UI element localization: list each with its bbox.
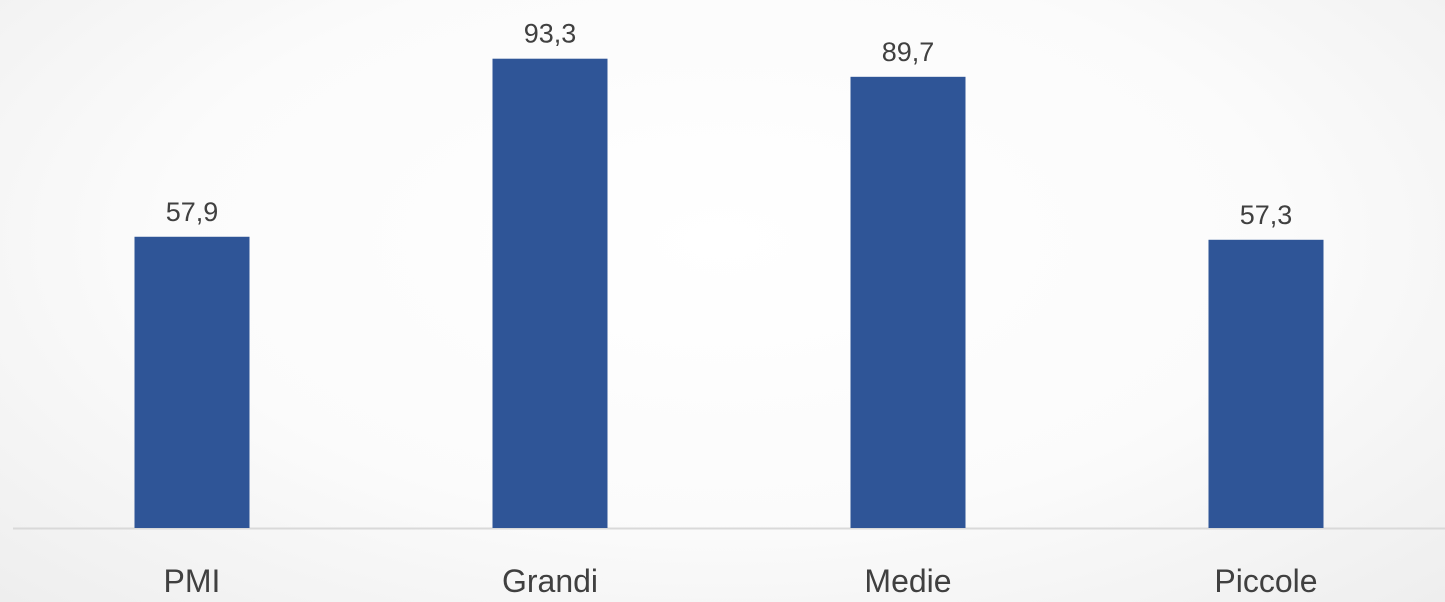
bar-value-label: 93,3 (524, 19, 577, 49)
category-label: Piccole (1214, 563, 1317, 599)
bar-grandi (492, 58, 608, 529)
value-labels-group: 57,9 93,3 89,7 57,3 (166, 19, 1293, 230)
category-label: PMI (164, 563, 221, 599)
bar-value-label: 57,3 (1240, 200, 1293, 230)
bar-value-label: 89,7 (882, 37, 935, 67)
bar-medie (850, 76, 966, 529)
category-label: Grandi (502, 563, 598, 599)
category-labels-group: PMI Grandi Medie Piccole (164, 563, 1318, 599)
category-label: Medie (864, 563, 951, 599)
bar-value-label: 57,9 (166, 197, 219, 227)
bar-pmi (134, 236, 250, 528)
bars-group (134, 58, 1324, 529)
bar-piccole (1208, 239, 1324, 528)
